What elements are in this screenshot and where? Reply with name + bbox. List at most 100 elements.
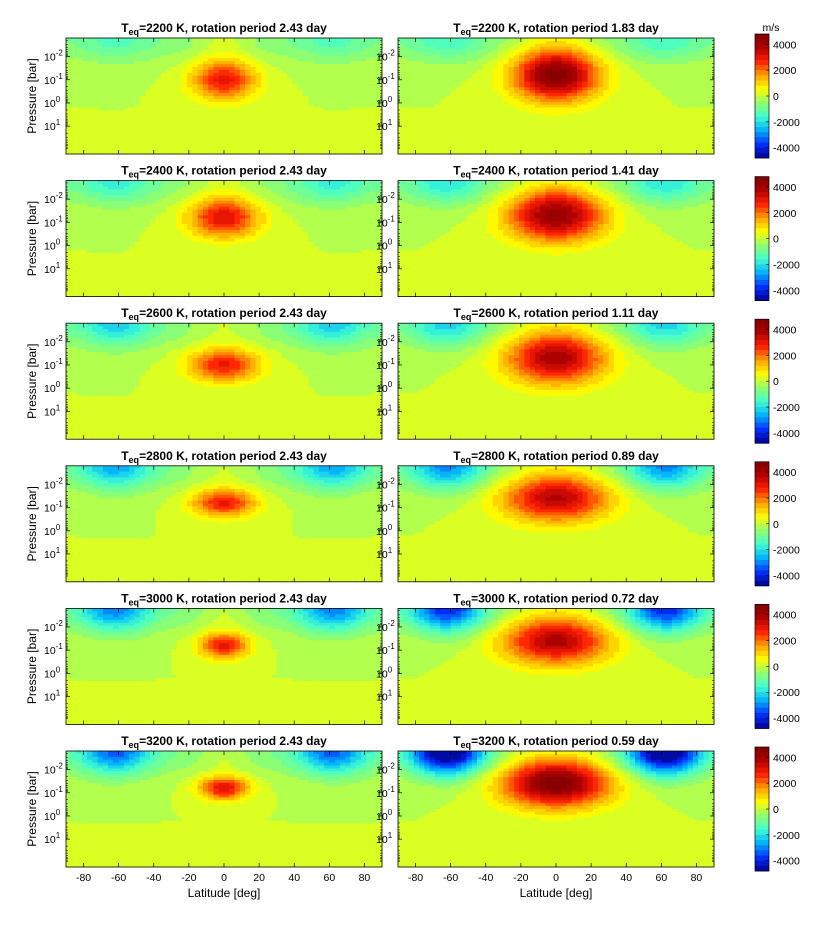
heatmap-cell — [350, 44, 356, 47]
heatmap-cell — [314, 67, 320, 70]
heatmap-cell — [361, 79, 367, 82]
heatmap-cell — [92, 47, 98, 50]
heatmap-cell — [356, 87, 362, 90]
heatmap-cell — [134, 79, 140, 82]
heatmap-cell — [329, 58, 335, 61]
heatmap-cell — [266, 58, 272, 61]
heatmap-cell — [156, 61, 162, 64]
heatmap-cell — [129, 58, 135, 61]
heatmap-cell — [66, 41, 72, 44]
heatmap-cell — [287, 70, 293, 73]
heatmap-cell — [87, 67, 93, 70]
heatmap-cell — [124, 82, 130, 85]
heatmap-cell — [282, 82, 288, 85]
heatmap-cell — [261, 38, 267, 41]
heatmap-cell — [77, 47, 83, 50]
heatmap-cell — [350, 55, 356, 58]
heatmap-cell — [198, 41, 204, 44]
heatmap-cell — [187, 41, 193, 44]
heatmap-cell — [66, 82, 72, 85]
heatmap-cell — [129, 53, 135, 56]
heatmap-cell — [250, 53, 256, 56]
heatmap-cell — [87, 53, 93, 56]
heatmap-cell — [203, 50, 209, 53]
heatmap-cell — [92, 82, 98, 85]
heatmap-cell — [308, 90, 314, 93]
heatmap-cell — [224, 73, 230, 76]
heatmap-cell — [298, 84, 304, 87]
heatmap-cell — [161, 90, 167, 93]
heatmap-cell — [324, 47, 330, 50]
heatmap-cell — [98, 58, 104, 61]
heatmap-cell — [324, 38, 330, 41]
heatmap-cell — [156, 67, 162, 70]
heatmap-cell — [271, 41, 277, 44]
heatmap-cell — [303, 44, 309, 47]
heatmap-cell — [340, 64, 346, 67]
heatmap-cell — [161, 47, 167, 50]
heatmap-cell — [282, 70, 288, 73]
heatmap-cell — [98, 55, 104, 58]
heatmap-cell — [240, 67, 246, 70]
heatmap-cell — [98, 41, 104, 44]
heatmap-cell — [229, 55, 235, 58]
heatmap-cell — [134, 64, 140, 67]
heatmap-cell — [319, 50, 325, 53]
heatmap-cell — [324, 64, 330, 67]
heatmap-cell — [108, 61, 114, 64]
heatmap-cell — [203, 67, 209, 70]
heatmap-cell — [303, 70, 309, 73]
heatmap-cell — [235, 64, 241, 67]
heatmap-cell — [145, 58, 151, 61]
heatmap-cell — [129, 38, 135, 41]
heatmap-cell — [350, 38, 356, 41]
heatmap-cell — [319, 84, 325, 87]
heatmap-cell — [71, 64, 77, 67]
heatmap-cell — [98, 47, 104, 50]
heatmap-cell — [361, 84, 367, 87]
heatmap-cell — [134, 55, 140, 58]
heatmap-cell — [340, 44, 346, 47]
heatmap-cell — [224, 41, 230, 44]
heatmap-cell — [82, 58, 88, 61]
heatmap-cell — [314, 47, 320, 50]
heatmap-cell — [171, 61, 177, 64]
heatmap-cell — [129, 76, 135, 79]
heatmap-cell — [98, 61, 104, 64]
heatmap-cell — [98, 67, 104, 70]
heatmap-cell — [282, 38, 288, 41]
heatmap-cell — [213, 53, 219, 56]
heatmap-cell — [87, 82, 93, 85]
heatmap-cell — [103, 53, 109, 56]
heatmap-cell — [324, 76, 330, 79]
heatmap-cell — [119, 90, 125, 93]
heatmap-cell — [156, 64, 162, 67]
heatmap-cell — [292, 90, 298, 93]
heatmap-cell — [113, 84, 119, 87]
heatmap-cell — [140, 70, 146, 73]
heatmap-cell — [71, 61, 77, 64]
heatmap-cell — [229, 47, 235, 50]
heatmap-cell — [350, 70, 356, 73]
heatmap-cell — [161, 61, 167, 64]
heatmap-cell — [98, 38, 104, 41]
heatmap-cell — [308, 82, 314, 85]
heatmap-cell — [271, 47, 277, 50]
heatmap-cell — [213, 38, 219, 41]
heatmap-cell — [271, 76, 277, 79]
heatmap-cell — [266, 55, 272, 58]
heatmap-cell — [187, 55, 193, 58]
heatmap-cell — [335, 58, 341, 61]
heatmap-cell — [314, 79, 320, 82]
heatmap-cell — [303, 79, 309, 82]
heatmap-cell — [266, 38, 272, 41]
heatmap-cell — [71, 41, 77, 44]
heatmap-cell — [261, 87, 267, 90]
heatmap-cell — [292, 55, 298, 58]
heatmap-cell — [103, 90, 109, 93]
heatmap-cell — [92, 53, 98, 56]
heatmap-cell — [324, 84, 330, 87]
heatmap-cell — [208, 87, 214, 90]
heatmap-cell — [71, 82, 77, 85]
heatmap-cell — [345, 73, 351, 76]
